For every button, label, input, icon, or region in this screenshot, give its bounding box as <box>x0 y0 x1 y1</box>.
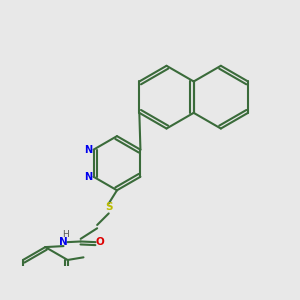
Text: N: N <box>85 172 93 182</box>
Text: O: O <box>96 237 104 247</box>
Text: H: H <box>62 230 68 239</box>
Text: N: N <box>59 237 68 247</box>
Text: N: N <box>85 145 93 155</box>
Text: S: S <box>105 202 112 212</box>
